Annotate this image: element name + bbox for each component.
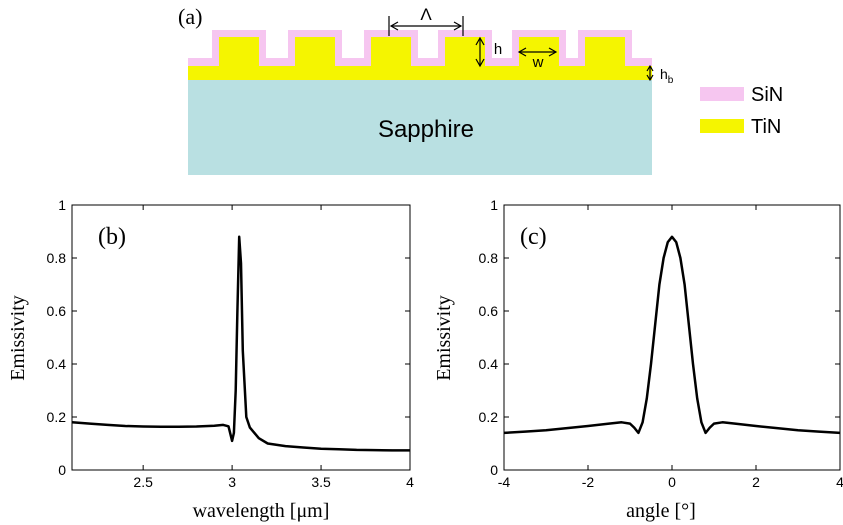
chart-0-xtick-label: 3.5 bbox=[311, 474, 331, 490]
chart-0-ytick-label: 0.2 bbox=[47, 409, 67, 425]
diagram-panel: (a) Sapphire Λ h w h bbox=[178, 4, 783, 175]
chart-0-ytick-label: 0 bbox=[58, 462, 66, 478]
chart-1-ytick-label: 0.8 bbox=[479, 250, 499, 266]
chart-1-xtick-label: -2 bbox=[582, 474, 595, 490]
width-label: w bbox=[532, 54, 544, 71]
chart-1-ytick-label: 0.4 bbox=[479, 356, 499, 372]
chart-b-ylabel: Emissivity bbox=[7, 295, 29, 381]
chart-1-xtick-label: -4 bbox=[498, 474, 511, 490]
chart-1-ytick-label: 0 bbox=[490, 462, 498, 478]
chart-1-ytick-label: 1 bbox=[490, 197, 498, 213]
chart-0-ytick-label: 0.6 bbox=[47, 303, 67, 319]
chart-1-xtick-label: 4 bbox=[836, 474, 843, 490]
chart-0-xtick-label: 4 bbox=[406, 474, 414, 490]
legend-swatch-tin bbox=[700, 119, 744, 133]
diagram-panel-label: (a) bbox=[178, 4, 202, 29]
tin-grating bbox=[188, 37, 652, 80]
legend-swatch-sin bbox=[700, 87, 744, 101]
chart-b-panel-label: (b) bbox=[98, 224, 126, 250]
period-label: Λ bbox=[420, 5, 432, 24]
chart-c-xlabel: angle [°] bbox=[626, 500, 696, 522]
sapphire-substrate bbox=[188, 80, 652, 175]
chart-0-ytick-label: 0.4 bbox=[47, 356, 67, 372]
chart-1-ytick-label: 0.2 bbox=[479, 409, 499, 425]
legend-label-sin: SiN bbox=[751, 84, 783, 106]
chart-c-ylabel: Emissivity bbox=[433, 295, 455, 381]
chart-0-series-line bbox=[71, 235, 410, 452]
sapphire-label: Sapphire bbox=[378, 116, 474, 143]
chart-b-xlabel: wavelength [μm] bbox=[193, 500, 330, 522]
emissivity-angle-chart: Emissivity angle [°] (c) -4 -2 0 2 4 0 0.2 0.4 0… bbox=[433, 197, 843, 522]
legend-label-tin: TiN bbox=[751, 116, 781, 138]
chart-c-panel-label: (c) bbox=[520, 224, 547, 250]
emissivity-wavelength-chart: Emissivity wavelength [μm] (b) 2.5 3 3.5 4 0… bbox=[7, 197, 414, 522]
height-label: h bbox=[494, 41, 502, 58]
base-thickness-label: hb bbox=[660, 66, 674, 86]
chart-1-xtick-label: 2 bbox=[752, 474, 760, 490]
chart-0-ytick-label: 1 bbox=[58, 197, 66, 213]
chart-1-xtick-label: 0 bbox=[668, 474, 676, 490]
material-legend: SiN TiN bbox=[700, 84, 783, 138]
chart-0-ytick-label: 0.8 bbox=[47, 250, 67, 266]
chart-0-xtick-label: 2.5 bbox=[133, 474, 153, 490]
height-dimension bbox=[475, 36, 485, 68]
chart-0-plot-frame bbox=[71, 204, 411, 471]
chart-1-ytick-label: 0.6 bbox=[479, 303, 499, 319]
width-dimension bbox=[517, 47, 558, 57]
chart-0-xtick-label: 3 bbox=[228, 474, 236, 490]
chart-1-series-line bbox=[503, 235, 841, 435]
period-dimension bbox=[388, 16, 464, 36]
base-thickness-dimension bbox=[646, 64, 654, 82]
